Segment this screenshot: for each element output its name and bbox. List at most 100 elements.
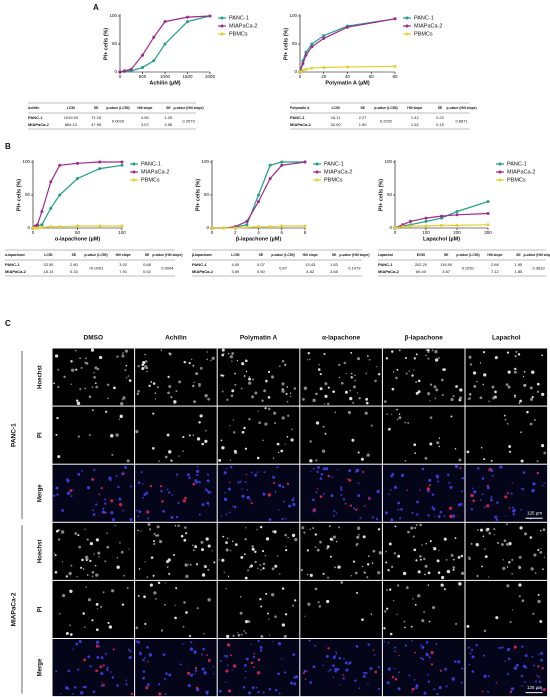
data-point bbox=[186, 15, 189, 19]
cell bbox=[322, 664, 324, 667]
cell bbox=[122, 396, 126, 400]
data-point bbox=[245, 225, 249, 229]
cell bbox=[176, 473, 179, 476]
cell bbox=[186, 473, 190, 477]
cell bbox=[309, 358, 311, 361]
cell bbox=[187, 671, 191, 675]
table-header: Polymatin A bbox=[290, 106, 310, 110]
cell bbox=[290, 438, 294, 442]
cell bbox=[359, 517, 362, 520]
cell bbox=[521, 599, 525, 603]
cell bbox=[239, 480, 242, 483]
cell bbox=[148, 528, 152, 531]
y-axis-label: PI+ cells (%) bbox=[283, 28, 289, 60]
cell bbox=[538, 676, 541, 678]
cell bbox=[99, 666, 101, 668]
cell bbox=[286, 436, 289, 438]
cell bbox=[332, 535, 336, 539]
cell bbox=[78, 545, 82, 549]
cell bbox=[162, 510, 166, 513]
cell bbox=[120, 550, 124, 554]
cell bbox=[537, 548, 540, 551]
cell bbox=[223, 571, 225, 573]
cell bbox=[490, 498, 493, 502]
cell bbox=[423, 611, 426, 614]
cell bbox=[193, 381, 195, 384]
cell bbox=[301, 526, 305, 530]
cell bbox=[251, 545, 254, 548]
cell bbox=[222, 374, 225, 377]
cell bbox=[100, 684, 103, 687]
table-cell: 2.27 bbox=[359, 115, 368, 120]
cell bbox=[454, 464, 459, 469]
cell bbox=[223, 655, 226, 657]
row-label: Merge bbox=[38, 658, 44, 676]
cell bbox=[340, 381, 344, 385]
table-header: α-lapachone bbox=[5, 253, 25, 257]
cell bbox=[427, 680, 431, 683]
cell bbox=[196, 469, 200, 474]
cell bbox=[251, 471, 253, 474]
cell bbox=[92, 509, 95, 511]
cell bbox=[518, 402, 521, 404]
cell bbox=[540, 658, 543, 662]
x-tick-label: 500 bbox=[139, 74, 147, 79]
cell bbox=[343, 361, 346, 365]
cell bbox=[85, 586, 88, 588]
cell bbox=[95, 385, 98, 389]
data-point bbox=[58, 225, 62, 229]
cell bbox=[164, 603, 166, 606]
cell bbox=[244, 447, 248, 450]
cell bbox=[316, 470, 319, 474]
cell bbox=[490, 459, 493, 462]
cell bbox=[411, 511, 414, 514]
table-row-name: MIAPaCa-2 bbox=[378, 269, 400, 274]
cell bbox=[221, 390, 224, 393]
cell bbox=[510, 492, 513, 495]
cell bbox=[518, 583, 522, 587]
cell bbox=[183, 601, 186, 604]
cell bbox=[244, 677, 247, 679]
cell bbox=[415, 523, 418, 526]
cell bbox=[383, 400, 387, 403]
cell bbox=[430, 651, 434, 655]
cell bbox=[506, 542, 510, 546]
data-point bbox=[163, 20, 167, 24]
cell bbox=[325, 654, 329, 658]
cell bbox=[324, 394, 328, 398]
cell bbox=[543, 556, 546, 558]
cell bbox=[233, 505, 237, 509]
cell bbox=[457, 503, 461, 507]
cell bbox=[196, 437, 201, 441]
cell bbox=[488, 469, 491, 472]
cell bbox=[260, 605, 263, 608]
cell bbox=[255, 686, 258, 689]
cell bbox=[205, 537, 209, 541]
data-point bbox=[303, 160, 307, 164]
cell bbox=[106, 383, 110, 387]
cell bbox=[167, 375, 170, 379]
cell bbox=[338, 376, 341, 379]
legend-swatch bbox=[405, 32, 409, 36]
cell bbox=[404, 644, 407, 647]
cell bbox=[540, 547, 542, 550]
data-point bbox=[455, 213, 459, 217]
cell bbox=[170, 395, 173, 399]
cell bbox=[523, 370, 526, 373]
cell bbox=[325, 467, 329, 471]
cell bbox=[319, 477, 323, 480]
cell bbox=[517, 353, 521, 356]
series-line bbox=[32, 161, 122, 229]
micrograph bbox=[382, 348, 465, 406]
cell bbox=[396, 368, 399, 371]
cell bbox=[63, 375, 66, 379]
cell bbox=[323, 352, 326, 355]
cell bbox=[447, 473, 450, 477]
cell bbox=[378, 373, 381, 376]
cell bbox=[510, 687, 515, 691]
cell bbox=[95, 628, 99, 632]
cell bbox=[201, 573, 206, 577]
x-tick-label: 100 bbox=[422, 230, 430, 235]
cell bbox=[229, 355, 233, 359]
